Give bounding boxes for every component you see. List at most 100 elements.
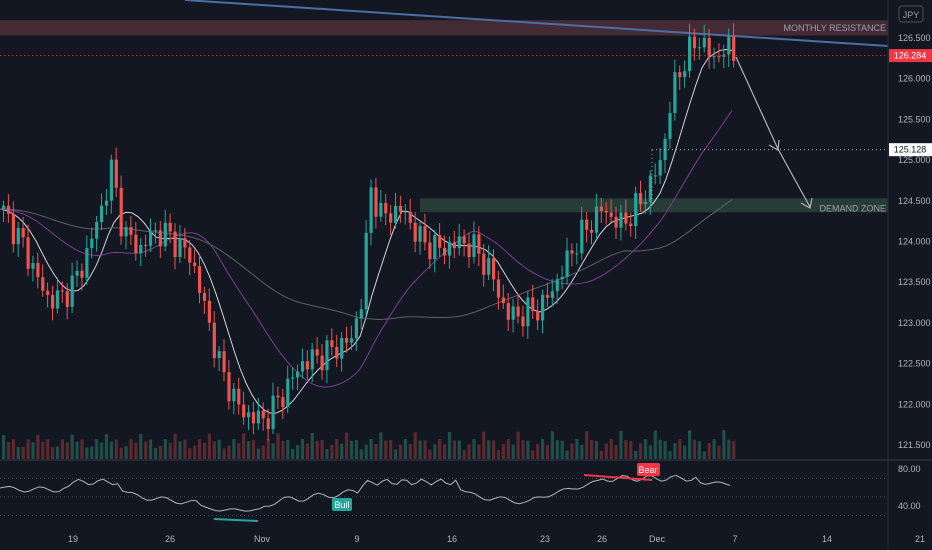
time-tick-label: 9 — [354, 534, 359, 544]
bull-signal[interactable]: Bull — [332, 498, 352, 511]
volume-bar — [183, 439, 187, 459]
volume-bar — [291, 448, 295, 459]
candle-body — [11, 213, 15, 245]
candle-body — [183, 238, 187, 248]
candle-body — [335, 346, 339, 359]
candle-body — [100, 205, 104, 223]
volume-bar — [683, 445, 687, 459]
demand-zone[interactable] — [420, 198, 888, 213]
volume-bar — [418, 440, 422, 459]
volume-bar — [109, 441, 113, 459]
currency-badge[interactable]: JPY — [898, 5, 924, 23]
volume-bar — [65, 442, 69, 459]
candle-body — [565, 250, 569, 277]
candle-body — [104, 200, 109, 206]
volume-bar — [472, 439, 476, 459]
candle-body — [516, 306, 520, 317]
volume-bar — [702, 451, 706, 459]
volume-bar — [305, 443, 309, 459]
candle-body — [384, 202, 388, 214]
volume-bar — [506, 439, 510, 459]
volume-bar — [46, 439, 50, 459]
candle-body — [51, 295, 55, 309]
volume-bar — [614, 445, 618, 459]
time-axis[interactable]: 19 26 Nov 9 16 23 26 Dec 7 14 21 — [68, 534, 925, 544]
bear-divergence-line — [583, 474, 653, 481]
target-price-tag: 125.128 — [889, 143, 932, 157]
candle-body — [359, 309, 363, 319]
volume-bar — [447, 431, 452, 459]
candle-body — [722, 54, 726, 57]
monthly-resistance-label: MONTHLY RESISTANCE — [783, 23, 886, 33]
candlesticks[interactable] — [2, 23, 736, 441]
monthly-resistance-zone[interactable] — [0, 20, 888, 36]
candle-body — [320, 355, 324, 371]
candle-body — [609, 212, 613, 217]
volume-bar — [237, 443, 241, 459]
price-tick-label: 125.500 — [898, 114, 931, 124]
candle-body — [398, 205, 403, 212]
candle-body — [697, 47, 701, 49]
candle-body — [506, 303, 510, 320]
volume-bar — [55, 446, 60, 459]
volume-bar — [296, 445, 300, 459]
volume-bar — [119, 447, 123, 459]
volume-bar — [80, 439, 84, 459]
time-tick-label: 26 — [165, 534, 175, 544]
volume-bar — [526, 440, 530, 459]
time-tick-label: 19 — [68, 534, 78, 544]
candle-body — [188, 247, 192, 263]
volume-bar — [144, 441, 148, 459]
candle-body — [403, 211, 407, 213]
volume-bar — [173, 433, 177, 459]
candle-body — [227, 372, 231, 402]
volume-bar — [384, 440, 388, 459]
volume-bar — [85, 447, 89, 459]
volume-bar — [2, 435, 6, 459]
volume-bar — [467, 444, 471, 459]
volume-bar — [428, 449, 432, 459]
time-tick-label: 16 — [447, 534, 457, 544]
candle-body — [624, 212, 628, 224]
volume-bar — [75, 441, 79, 459]
volume-bar — [261, 445, 265, 459]
candle-body — [482, 253, 486, 275]
candle-body — [648, 175, 652, 202]
candle-body — [594, 206, 599, 233]
candle-body — [139, 244, 143, 254]
candle-body — [173, 231, 177, 258]
volume-bar — [286, 439, 290, 459]
candle-body — [60, 290, 64, 292]
candle-body — [619, 212, 623, 228]
candle-body — [727, 36, 731, 55]
volume-bar — [335, 439, 339, 459]
volume-bar — [604, 443, 608, 459]
bear-signal[interactable]: Bear — [637, 463, 660, 476]
candle-body — [291, 377, 295, 379]
volume-bar — [266, 439, 270, 459]
volume-bar — [408, 444, 412, 459]
time-tick-label: Nov — [254, 534, 271, 544]
projection-arrows[interactable] — [735, 56, 813, 209]
volume-bar — [394, 449, 398, 459]
volume-bar — [320, 440, 324, 459]
volume-bar — [443, 444, 447, 459]
volume-bar — [673, 443, 677, 459]
candle-body — [418, 226, 422, 242]
volume-bar — [487, 440, 491, 459]
volume-bar — [619, 430, 623, 459]
candle-body — [732, 36, 736, 62]
candle-body — [526, 297, 530, 327]
candle-body — [237, 388, 241, 405]
candle-body — [413, 222, 417, 242]
candle-body — [310, 349, 314, 370]
volume-bar — [310, 432, 314, 459]
candle-body — [202, 292, 207, 301]
price-axis[interactable]: 126.500 126.000 125.500 125.000 124.500 124.0… — [898, 33, 931, 450]
trend-line[interactable] — [184, 0, 889, 47]
candle-body — [232, 388, 236, 402]
volume-bar — [482, 431, 486, 459]
rsi-pane[interactable]: 80.00 40.00 — [0, 464, 921, 516]
